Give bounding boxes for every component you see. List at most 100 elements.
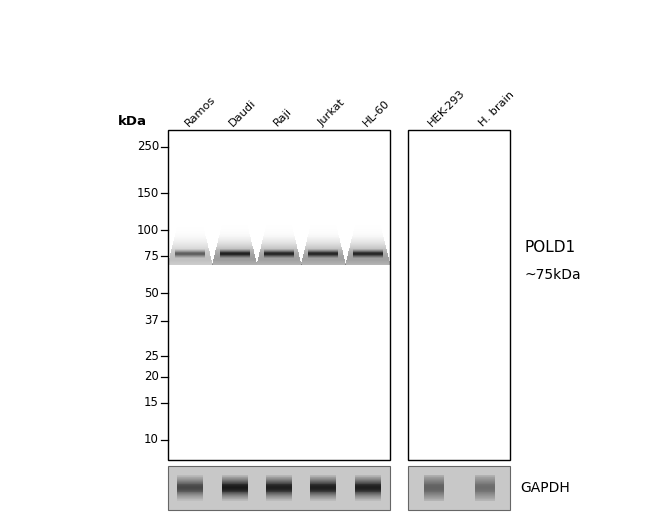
Bar: [266, 493, 292, 494]
Bar: [222, 479, 248, 480]
Bar: [218, 240, 252, 241]
Bar: [356, 222, 380, 223]
Bar: [474, 500, 495, 501]
Bar: [168, 261, 212, 262]
Bar: [474, 499, 495, 500]
Bar: [346, 263, 390, 264]
Bar: [269, 212, 289, 213]
Bar: [270, 211, 289, 212]
Bar: [171, 251, 209, 252]
Bar: [311, 492, 337, 493]
Bar: [424, 484, 443, 485]
Bar: [266, 490, 292, 491]
Bar: [174, 241, 207, 242]
Bar: [304, 251, 343, 252]
Bar: [266, 480, 292, 481]
Bar: [474, 496, 495, 497]
Bar: [174, 237, 206, 238]
Bar: [424, 499, 443, 500]
Bar: [312, 218, 335, 219]
Bar: [424, 485, 443, 486]
Bar: [355, 484, 381, 485]
Bar: [352, 236, 383, 237]
Bar: [355, 224, 380, 225]
Bar: [262, 241, 296, 242]
Bar: [474, 482, 495, 483]
Text: 10: 10: [144, 433, 159, 446]
Text: 15: 15: [144, 396, 159, 409]
Bar: [311, 486, 337, 487]
Bar: [224, 213, 244, 214]
Bar: [178, 221, 202, 222]
Bar: [266, 491, 292, 492]
Bar: [177, 496, 203, 497]
Bar: [304, 253, 343, 254]
Bar: [171, 250, 209, 251]
Text: 75: 75: [144, 250, 159, 263]
Bar: [424, 477, 443, 478]
Bar: [474, 494, 495, 495]
Bar: [355, 495, 381, 496]
Bar: [212, 264, 257, 265]
Bar: [177, 225, 203, 226]
Bar: [311, 482, 337, 483]
Bar: [222, 489, 248, 490]
Bar: [474, 490, 495, 491]
Bar: [270, 210, 288, 211]
Bar: [179, 215, 201, 216]
Bar: [314, 210, 333, 211]
Bar: [311, 222, 335, 223]
Bar: [181, 211, 200, 212]
Bar: [222, 498, 248, 499]
Bar: [177, 495, 203, 496]
Bar: [311, 495, 337, 496]
Bar: [170, 257, 211, 258]
Bar: [424, 488, 443, 489]
Bar: [355, 483, 381, 484]
Bar: [179, 216, 201, 217]
Bar: [223, 221, 246, 222]
Bar: [308, 235, 339, 236]
Bar: [177, 226, 203, 227]
Bar: [263, 238, 295, 239]
Bar: [213, 261, 256, 262]
Bar: [355, 493, 381, 494]
Bar: [265, 228, 292, 229]
Bar: [222, 477, 248, 478]
Bar: [357, 216, 378, 217]
Bar: [311, 479, 337, 480]
Bar: [358, 214, 378, 215]
Bar: [424, 483, 443, 484]
Bar: [311, 477, 337, 478]
Bar: [181, 212, 200, 213]
Bar: [261, 245, 297, 246]
Bar: [261, 244, 296, 245]
Bar: [263, 240, 296, 241]
Bar: [304, 252, 343, 253]
Bar: [177, 480, 203, 481]
Bar: [352, 237, 383, 238]
Bar: [355, 487, 381, 488]
Bar: [350, 244, 385, 245]
Bar: [354, 228, 382, 229]
Bar: [311, 494, 337, 495]
Bar: [225, 212, 244, 213]
Bar: [266, 492, 292, 493]
Text: Jurkat: Jurkat: [317, 98, 347, 128]
Bar: [226, 210, 244, 211]
Bar: [175, 235, 205, 236]
Bar: [307, 240, 340, 241]
Text: Raji: Raji: [272, 106, 294, 128]
Bar: [258, 257, 300, 258]
Bar: [311, 483, 337, 484]
Bar: [348, 254, 388, 255]
Bar: [170, 255, 211, 256]
Bar: [177, 491, 203, 492]
Bar: [179, 218, 202, 219]
Bar: [351, 242, 385, 243]
Bar: [356, 223, 380, 224]
Bar: [168, 263, 213, 264]
Bar: [266, 481, 292, 482]
Bar: [308, 236, 339, 237]
Bar: [224, 218, 246, 219]
